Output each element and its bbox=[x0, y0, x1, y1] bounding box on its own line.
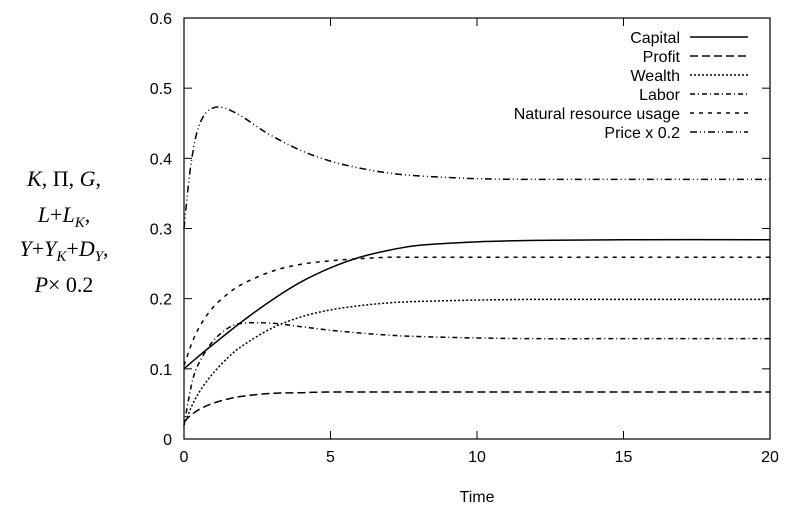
series-line-profit bbox=[183, 391, 770, 423]
y-axis-label-part: Y bbox=[95, 249, 105, 265]
x-tick-label: 0 bbox=[180, 449, 189, 466]
legend-label-price-x-0-2: Price x 0.2 bbox=[604, 125, 680, 142]
y-tick-label: 0.3 bbox=[150, 222, 172, 239]
y-axis-label-part: + bbox=[66, 236, 78, 261]
y-axis-label: K, Π, G,L+LK,Y+YK+DY,P× 0.2 bbox=[19, 166, 108, 297]
series-layer bbox=[183, 106, 771, 426]
y-tick-label: 0.5 bbox=[150, 81, 172, 98]
y-axis-label-line: K, Π, G, bbox=[26, 166, 101, 191]
series-line-natural-resource-usage bbox=[183, 256, 770, 366]
series-line-capital bbox=[183, 238, 771, 370]
y-axis-label-part: P bbox=[34, 272, 48, 297]
series-line-price-x-0-2 bbox=[183, 106, 770, 229]
y-axis-label-part: , bbox=[103, 236, 109, 261]
legend: Capital Profit Wealth Labor Natural resource… bbox=[514, 30, 748, 142]
x-tick-label: 5 bbox=[326, 449, 335, 466]
y-axis-label-part: L bbox=[61, 202, 74, 227]
y-axis-label-line: L+LK, bbox=[37, 202, 90, 231]
y-axis-label-part: K bbox=[74, 215, 86, 231]
y-axis-label-part: Y bbox=[44, 236, 59, 261]
y-axis-label-part: × 0.2 bbox=[48, 272, 93, 297]
series-line-labor bbox=[183, 321, 770, 426]
x-tick-label: 15 bbox=[615, 449, 633, 466]
y-tick-label: 0.6 bbox=[150, 11, 172, 28]
y-axis-label-part: Y bbox=[19, 236, 34, 261]
legend-label-natural-resource-usage: Natural resource usage bbox=[514, 106, 680, 123]
x-axis-label: Time bbox=[460, 489, 495, 506]
x-tick-label: 10 bbox=[468, 449, 486, 466]
y-tick-label: 0.1 bbox=[150, 362, 172, 379]
legend-label-wealth: Wealth bbox=[630, 68, 680, 85]
y-axis-label-part: L bbox=[37, 202, 50, 227]
series-line-wealth bbox=[183, 298, 770, 426]
plot-frame bbox=[183, 17, 771, 440]
y-axis-label-part: , bbox=[85, 202, 91, 227]
axis-ticks: 0 5 10 15 20 0 0.1 0.2 0.3 0.4 0.5 0.6 bbox=[150, 11, 779, 466]
y-axis-label-part: K bbox=[55, 249, 67, 265]
y-axis-label-line: Y+YK+DY, bbox=[19, 236, 108, 265]
y-axis-label-line: P× 0.2 bbox=[34, 272, 94, 297]
y-axis-label-part: + bbox=[50, 202, 62, 227]
y-axis-label-part: , bbox=[95, 166, 101, 191]
y-tick-label: 0 bbox=[163, 432, 172, 449]
legend-label-capital: Capital bbox=[630, 30, 680, 47]
x-tick-label: 20 bbox=[761, 449, 779, 466]
y-axis-label-part: G bbox=[80, 166, 96, 191]
y-axis-label-part: , Π, bbox=[42, 166, 80, 191]
y-axis-label-part: + bbox=[32, 236, 44, 261]
y-axis-label-part: K bbox=[26, 166, 43, 191]
y-axis-label-part: D bbox=[78, 236, 95, 261]
legend-label-profit: Profit bbox=[643, 49, 681, 66]
y-tick-label: 0.4 bbox=[150, 151, 172, 168]
y-tick-label: 0.2 bbox=[150, 292, 172, 309]
legend-label-labor: Labor bbox=[639, 87, 681, 104]
